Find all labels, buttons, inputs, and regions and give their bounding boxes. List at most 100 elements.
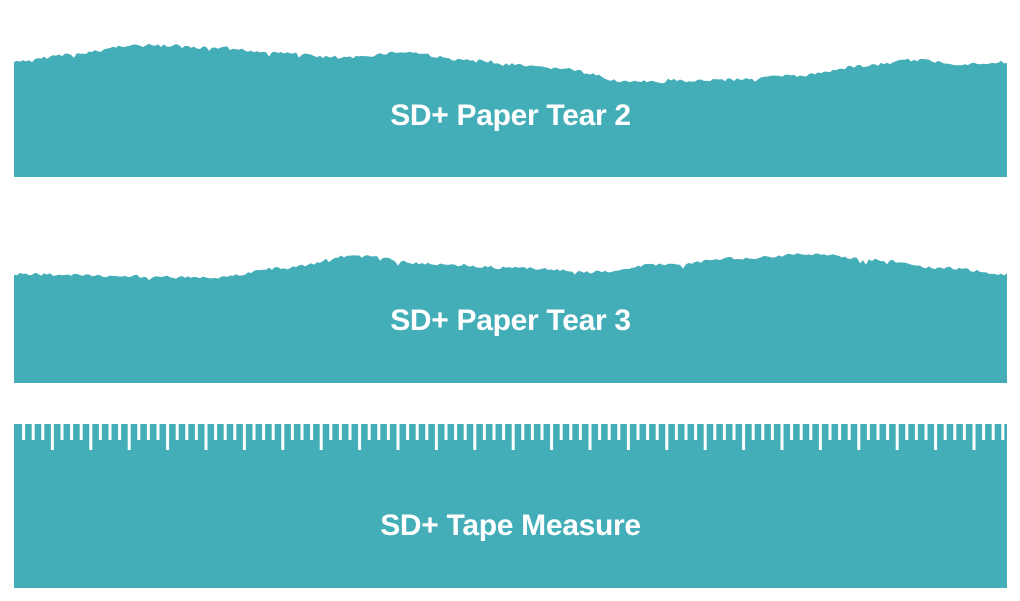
- ruler-minor-tick: [962, 424, 966, 440]
- ruler-minor-tick: [751, 424, 755, 440]
- ruler-minor-tick: [713, 424, 717, 440]
- ruler-minor-tick: [98, 424, 102, 440]
- ruler-minor-tick: [367, 424, 371, 440]
- ruler-major-tick: [127, 424, 131, 450]
- ruler-minor-tick: [646, 424, 650, 440]
- ruler-minor-tick: [233, 424, 237, 440]
- ruler-minor-tick: [60, 424, 64, 440]
- ruler-minor-tick: [790, 424, 794, 440]
- ruler-major-tick: [166, 424, 170, 450]
- ruler-minor-tick: [578, 424, 582, 440]
- ruler-major-tick: [895, 424, 899, 450]
- ruler-minor-tick: [655, 424, 659, 440]
- ruler-minor-tick: [79, 424, 83, 440]
- ruler-major-tick: [934, 424, 938, 450]
- ruler-minor-tick: [799, 424, 803, 440]
- ruler-major-tick: [434, 424, 438, 450]
- ruler-minor-tick: [262, 424, 266, 440]
- ruler-minor-tick: [761, 424, 765, 440]
- ruler-minor-tick: [694, 424, 698, 440]
- ruler-minor-tick: [866, 424, 870, 440]
- ruler-minor-tick: [185, 424, 189, 440]
- ruler-minor-tick: [300, 424, 304, 440]
- ruler-minor-tick: [674, 424, 678, 440]
- ruler-minor-tick: [502, 424, 506, 440]
- ruler-major-tick: [473, 424, 477, 450]
- ruler-major-tick: [972, 424, 976, 450]
- ruler-minor-tick: [415, 424, 419, 440]
- ruler-minor-tick: [31, 424, 35, 440]
- ruler-minor-tick: [607, 424, 611, 440]
- ruler-major-tick: [818, 424, 822, 450]
- ruler-minor-tick: [838, 424, 842, 440]
- paper-tear-2-shape: [14, 43, 1007, 177]
- tape-measure-shape: [14, 424, 1007, 588]
- ruler-minor-tick: [482, 424, 486, 440]
- ruler-minor-tick: [809, 424, 813, 440]
- ruler-minor-tick: [732, 424, 736, 440]
- ruler-minor-tick: [348, 424, 352, 440]
- ruler-minor-tick: [271, 424, 275, 440]
- ruler-minor-tick: [770, 424, 774, 440]
- ruler-minor-tick: [722, 424, 726, 440]
- ruler-minor-tick: [463, 424, 467, 440]
- ruler-major-tick: [281, 424, 285, 450]
- ruler-major-tick: [857, 424, 861, 450]
- ruler-minor-tick: [598, 424, 602, 440]
- ruler-major-tick: [89, 424, 93, 450]
- ruler-minor-tick: [530, 424, 534, 440]
- ruler-major-tick: [550, 424, 554, 450]
- ruler-minor-tick: [953, 424, 957, 440]
- ruler-minor-tick: [454, 424, 458, 440]
- ruler-major-tick: [204, 424, 208, 450]
- ruler-major-tick: [742, 424, 746, 450]
- ruler-minor-tick: [617, 424, 621, 440]
- ruler-major-tick: [511, 424, 515, 450]
- ruler-minor-tick: [41, 424, 45, 440]
- ruler-minor-tick: [914, 424, 918, 440]
- ruler-major-tick: [50, 424, 54, 450]
- ruler-minor-tick: [194, 424, 198, 440]
- ruler-minor-tick: [377, 424, 381, 440]
- ruler-minor-tick: [636, 424, 640, 440]
- ruler-minor-tick: [886, 424, 890, 440]
- ruler-minor-tick: [146, 424, 150, 440]
- tape-measure-swatch: SD+ Tape Measure: [14, 424, 1007, 588]
- ruler-minor-tick: [828, 424, 832, 440]
- ruler-minor-tick: [223, 424, 227, 440]
- ruler-minor-tick: [22, 424, 26, 440]
- ruler-minor-tick: [329, 424, 333, 440]
- ruler-minor-tick: [924, 424, 928, 440]
- ruler-minor-tick: [943, 424, 947, 440]
- paper-tear-2-label: SD+ Paper Tear 2: [390, 99, 631, 132]
- ruler-major-tick: [396, 424, 400, 450]
- ruler-minor-tick: [444, 424, 448, 440]
- ruler-minor-tick: [569, 424, 573, 440]
- ruler-minor-tick: [290, 424, 294, 440]
- ruler-minor-tick: [310, 424, 314, 440]
- ruler-minor-tick: [156, 424, 160, 440]
- ruler-minor-tick: [70, 424, 74, 440]
- ruler-minor-tick: [559, 424, 563, 440]
- ruler-major-tick: [626, 424, 630, 450]
- ruler-major-tick: [319, 424, 323, 450]
- ruler-minor-tick: [982, 424, 986, 440]
- ruler-minor-tick: [540, 424, 544, 440]
- ruler-minor-tick: [521, 424, 525, 440]
- ruler-major-tick: [588, 424, 592, 450]
- ruler-minor-tick: [876, 424, 880, 440]
- ruler-minor-tick: [214, 424, 218, 440]
- ruler-minor-tick: [137, 424, 141, 440]
- ruler-minor-tick: [386, 424, 390, 440]
- paper-tear-3-swatch: SD+ Paper Tear 3: [14, 250, 1007, 383]
- tape-measure-label: SD+ Tape Measure: [380, 509, 641, 542]
- ruler-major-tick: [665, 424, 669, 450]
- ruler-minor-tick: [847, 424, 851, 440]
- ruler-minor-tick: [425, 424, 429, 440]
- ruler-minor-tick: [252, 424, 256, 440]
- ruler-minor-tick: [175, 424, 179, 440]
- ruler-major-tick: [242, 424, 246, 450]
- ruler-minor-tick: [338, 424, 342, 440]
- ruler-major-tick: [780, 424, 784, 450]
- ruler-minor-tick: [905, 424, 909, 440]
